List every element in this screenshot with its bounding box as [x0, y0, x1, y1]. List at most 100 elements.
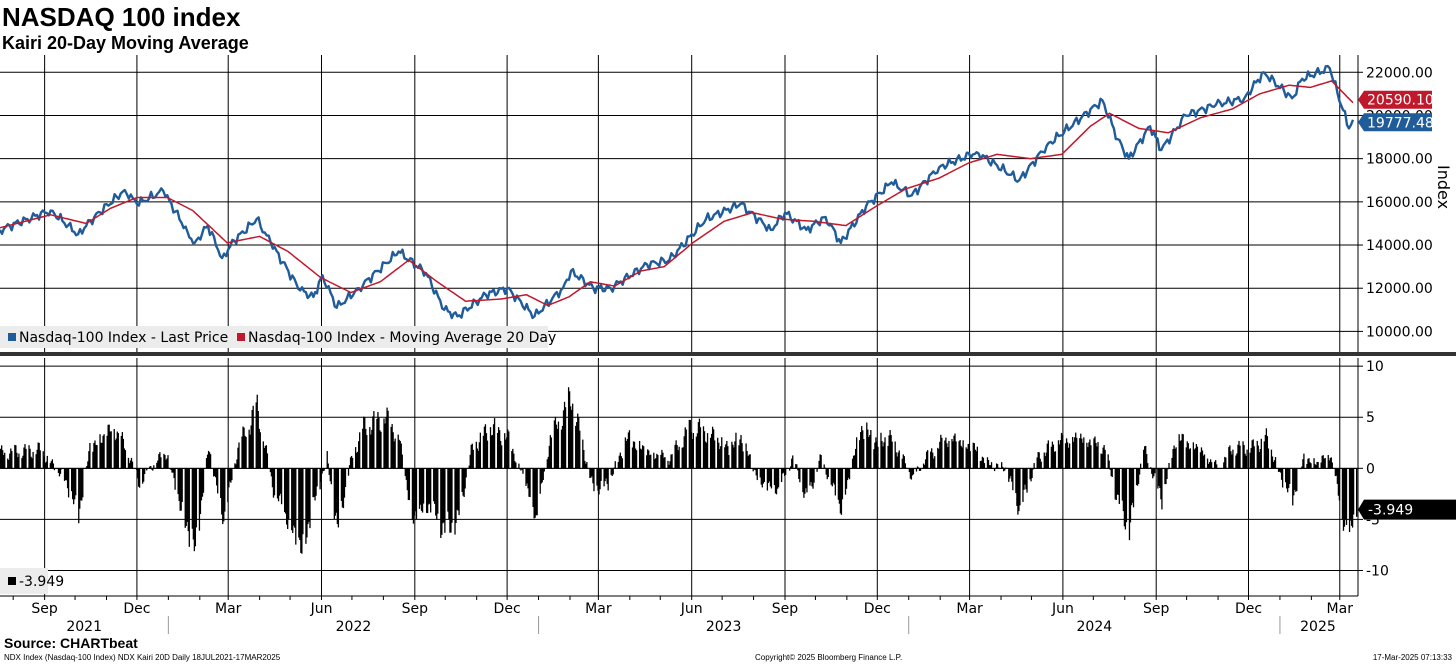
kairi-bar	[536, 468, 538, 516]
kairi-bar	[1306, 464, 1308, 469]
kairi-bar	[572, 403, 574, 469]
x-year-label: 2021	[66, 619, 102, 635]
kairi-bar	[790, 466, 792, 469]
kairi-bar	[82, 468, 84, 498]
kairi-bar	[756, 468, 758, 481]
kairi-bar	[1039, 458, 1041, 469]
kairi-bar	[973, 443, 975, 469]
kairi-bar	[1244, 453, 1246, 469]
kairi-bar	[1167, 468, 1169, 470]
kairi-bar	[222, 468, 224, 525]
kairi-bar	[387, 410, 389, 469]
kairi-bar	[164, 455, 166, 469]
kairi-bar	[1259, 448, 1261, 469]
kairi-bar	[213, 468, 216, 476]
kairi-bar	[1320, 462, 1322, 469]
kairi-bar	[150, 466, 152, 469]
kairi-bar	[128, 463, 131, 469]
kairi-bar	[129, 460, 132, 469]
kairi-bar	[58, 468, 61, 477]
kairi-bar	[699, 427, 702, 469]
kairi-bar	[797, 468, 799, 471]
kairi-bar	[560, 429, 563, 469]
kairi-bar	[990, 462, 993, 469]
kairi-bar	[669, 461, 671, 469]
kairi-bar	[1129, 468, 1132, 523]
kairi-bar	[302, 468, 304, 535]
kairi-bar	[429, 468, 431, 504]
kairi-bar	[336, 468, 339, 524]
kairi-bar	[250, 425, 252, 469]
kairi-bar	[610, 468, 612, 475]
kairi-bar	[135, 468, 138, 470]
footer-copyright: Copyright© 2025 Bloomberg Finance L.P.	[755, 653, 903, 662]
kairi-bar	[597, 468, 599, 491]
kairi-bar	[761, 468, 763, 488]
kairi-bar	[107, 424, 109, 469]
kairi-bar	[987, 459, 990, 469]
kairi-bar	[638, 440, 641, 469]
kairi-bar	[799, 468, 801, 483]
kairi-bar	[30, 456, 32, 469]
kairi-bar	[1057, 440, 1060, 469]
kairi-bar	[1215, 460, 1217, 469]
kairi-bar	[654, 459, 656, 469]
kairi-bar	[512, 448, 514, 469]
kairi-bar	[144, 468, 146, 474]
kairi-bar	[972, 442, 974, 469]
kairi-bar	[890, 434, 892, 469]
kairi-bar	[1280, 468, 1283, 480]
kairi-bar	[568, 391, 571, 469]
kairi-bar	[1017, 468, 1019, 515]
kairi-bar	[357, 451, 359, 469]
kairi-bar	[529, 468, 531, 498]
kairi-bar	[497, 427, 500, 469]
kairi-bar	[908, 468, 911, 473]
kairi-bar	[897, 452, 899, 469]
kairi-bar	[16, 452, 18, 469]
kairi-bar	[888, 435, 890, 469]
kairi-bar	[735, 432, 737, 469]
kairi-bar	[684, 427, 686, 469]
kairi-bar	[103, 434, 105, 469]
kairi-bar	[323, 468, 325, 471]
kairi-bar	[1037, 451, 1039, 469]
kairi-bar	[207, 450, 210, 469]
kairi-bar	[109, 431, 111, 469]
kairi-bar	[29, 448, 31, 469]
kairi-bar	[229, 468, 231, 482]
kairi-bar	[1256, 440, 1258, 469]
kairi-bar	[193, 468, 196, 552]
x-month-label: Sep	[1143, 601, 1170, 617]
kairi-bar	[1172, 449, 1174, 469]
kairi-bar	[1009, 468, 1011, 479]
kairi-bar	[925, 451, 928, 469]
kairi-bar	[38, 442, 40, 469]
kairi-bar	[1030, 468, 1032, 482]
kairi-bar	[1165, 468, 1167, 485]
x-month-label: Sep	[402, 601, 429, 617]
kairi-bar	[770, 468, 773, 489]
kairi-bar	[1103, 445, 1105, 469]
kairi-bar	[1075, 432, 1077, 469]
kairi-bar	[1064, 443, 1067, 469]
kairi-bar	[243, 427, 245, 469]
kairi-bar	[1293, 468, 1295, 496]
kairi-bar	[288, 468, 290, 520]
kairi-bar	[577, 413, 579, 469]
kairi-bar	[436, 468, 438, 520]
kairi-bar	[276, 468, 279, 499]
kairi-bar	[1287, 468, 1289, 493]
kairi-bar	[1189, 448, 1191, 469]
kairi-bar	[153, 465, 155, 469]
kairi-bar	[116, 431, 118, 469]
kairi-bar	[775, 468, 778, 495]
kairi-bar	[1274, 457, 1277, 469]
kairi-bar	[1076, 437, 1078, 469]
kairi-bar	[1266, 436, 1269, 469]
kairi-bar	[1237, 444, 1239, 469]
kairi-bar	[813, 468, 815, 483]
kairi-bar	[1152, 468, 1154, 479]
kairi-bar	[1263, 441, 1266, 469]
kairi-bar	[714, 440, 716, 469]
